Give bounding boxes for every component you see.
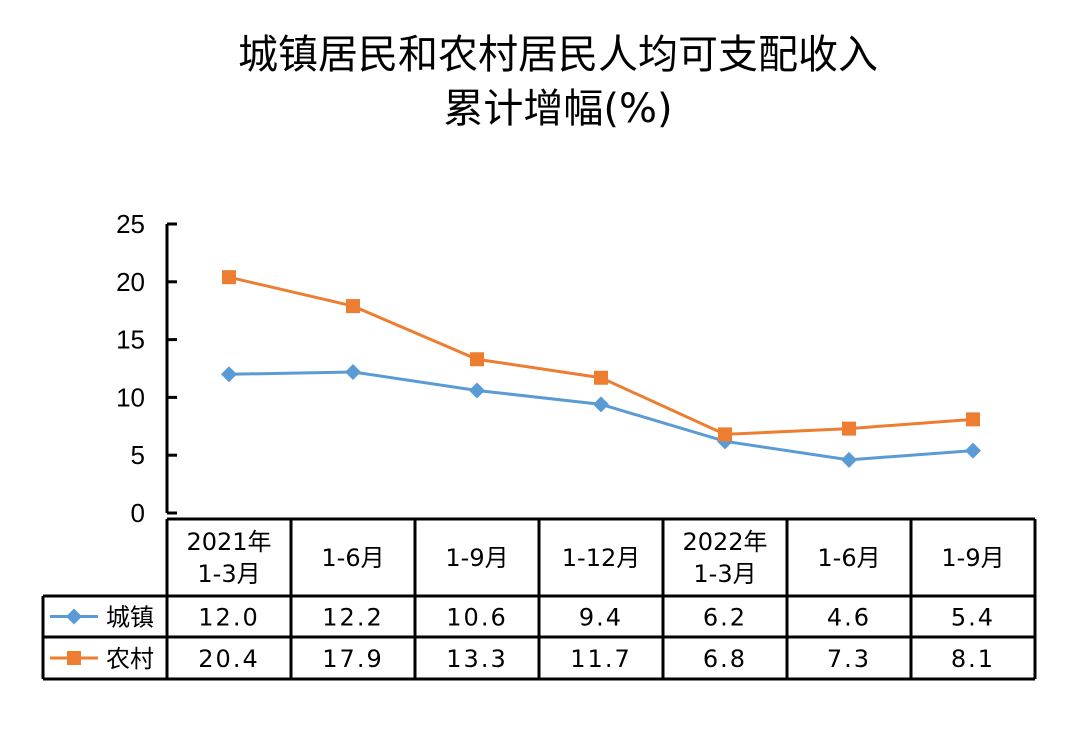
data-point-1 bbox=[469, 382, 485, 399]
category-label: 1-6月 bbox=[817, 544, 880, 572]
category-label: 2021年 bbox=[186, 528, 271, 556]
data-point-2 bbox=[470, 352, 484, 367]
data-point-2 bbox=[594, 370, 608, 385]
category-label: 1-9月 bbox=[941, 544, 1004, 572]
y-tick-label: 5 bbox=[131, 440, 145, 470]
y-tick-label: 20 bbox=[116, 267, 145, 297]
data-point-2 bbox=[842, 421, 856, 436]
data-label: 7.3 bbox=[827, 645, 871, 673]
data-label: 17.9 bbox=[322, 645, 383, 673]
data-label: 5.4 bbox=[951, 604, 995, 632]
data-label: 6.2 bbox=[703, 604, 747, 632]
legend-key-marker bbox=[67, 651, 81, 665]
chart-title-line1: 城镇居民和农村居民人均可支配收入 bbox=[238, 32, 878, 78]
plot-area: 0 5 10 15 20 25 bbox=[116, 209, 981, 528]
data-point-1 bbox=[345, 363, 361, 380]
y-tick-label: 15 bbox=[116, 325, 145, 355]
data-point-2 bbox=[222, 270, 236, 285]
series-line-1 bbox=[228, 370, 974, 462]
series-name: 农村 bbox=[106, 645, 154, 673]
data-label: 6.8 bbox=[703, 645, 747, 673]
data-table: 2021年 1-3月 1-6月 1-9月 1-12月 2022年 1-3月 1-6月 1-9月城… bbox=[41, 517, 1037, 681]
data-label: 9.4 bbox=[579, 604, 623, 632]
data-point-2 bbox=[966, 412, 980, 427]
data-label: 4.6 bbox=[827, 604, 871, 632]
chart-title-line2: 累计增幅(%) bbox=[443, 86, 672, 132]
data-point-1 bbox=[593, 396, 609, 413]
data-point-2 bbox=[346, 299, 360, 314]
data-label: 20.4 bbox=[198, 645, 259, 673]
data-point-1 bbox=[221, 366, 237, 383]
data-label: 13.3 bbox=[446, 645, 507, 673]
y-tick-label: 25 bbox=[116, 209, 145, 239]
category-label: 1-6月 bbox=[321, 544, 384, 572]
y-tick-label: 0 bbox=[131, 498, 145, 528]
series-name: 城镇 bbox=[106, 604, 154, 632]
category-label: 1-12月 bbox=[562, 544, 640, 572]
data-label: 8.1 bbox=[951, 645, 995, 673]
category-label: 1-3月 bbox=[197, 560, 260, 588]
category-label: 1-3月 bbox=[693, 560, 756, 588]
data-label: 11.7 bbox=[570, 645, 631, 673]
data-label: 12.0 bbox=[198, 604, 259, 632]
legend-key-marker bbox=[66, 608, 82, 625]
category-label: 2022年 bbox=[682, 528, 767, 556]
data-point-1 bbox=[841, 451, 857, 468]
y-tick-label: 10 bbox=[116, 382, 145, 412]
data-label: 10.6 bbox=[446, 604, 507, 632]
data-label: 12.2 bbox=[322, 604, 383, 632]
data-point-2 bbox=[718, 427, 732, 442]
data-point-1 bbox=[965, 442, 981, 459]
category-label: 1-9月 bbox=[445, 544, 508, 572]
